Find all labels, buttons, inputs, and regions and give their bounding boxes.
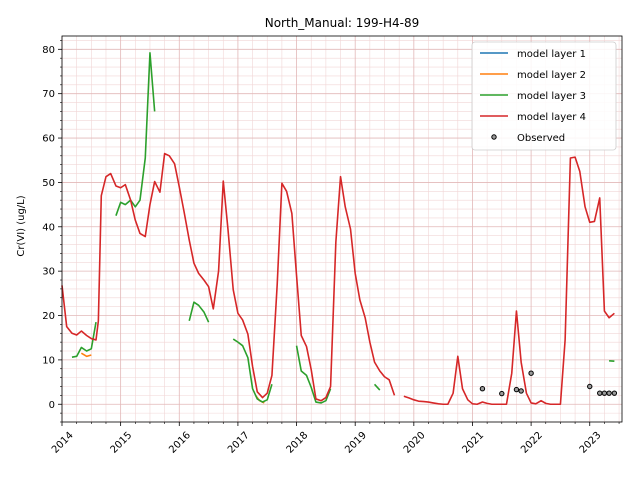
y-tick-label: 30 bbox=[42, 267, 55, 278]
series-line-layer-4 bbox=[61, 152, 396, 402]
legend-label: Observed bbox=[517, 133, 565, 144]
observed-point bbox=[513, 386, 520, 393]
y-tick-label: 80 bbox=[42, 45, 55, 56]
series-line-layer-2 bbox=[80, 352, 92, 358]
series-line-layer-3 bbox=[115, 52, 156, 216]
legend-marker-observed bbox=[491, 134, 497, 140]
series-line-layer-4 bbox=[403, 156, 615, 406]
observed-point bbox=[499, 390, 505, 397]
observed-point bbox=[601, 390, 608, 396]
y-tick-label: 20 bbox=[42, 311, 55, 322]
legend-label: model layer 1 bbox=[517, 49, 586, 60]
legend: model layer 1 model layer 2 model layer 3 m… bbox=[471, 41, 617, 151]
observed-point bbox=[587, 383, 593, 390]
observed-point bbox=[479, 386, 486, 392]
series-line-layer-3 bbox=[232, 338, 273, 403]
legend-box bbox=[471, 41, 617, 151]
legend-label: model layer 2 bbox=[517, 70, 586, 81]
y-tick-label: 50 bbox=[42, 178, 55, 189]
plot-area: 2014 2015 2016 2017 2018 2019 2020 2021 2022 2023… bbox=[42, 35, 623, 456]
y-tick-label: 0 bbox=[49, 400, 55, 411]
series-line-layer-3 bbox=[71, 322, 97, 359]
observed-point bbox=[597, 390, 603, 396]
y-axis-label: Cr(VI) (ug/L) bbox=[16, 195, 27, 256]
y-tick-label: 40 bbox=[42, 222, 55, 233]
series-line-layer-3 bbox=[295, 345, 332, 404]
y-tick-label: 10 bbox=[42, 355, 55, 366]
series-line-layer-3 bbox=[188, 301, 210, 323]
y-tick-label: 60 bbox=[42, 134, 55, 145]
observed-point bbox=[611, 390, 618, 396]
legend-label: model layer 3 bbox=[517, 91, 586, 102]
observed-point bbox=[518, 388, 524, 394]
observed-point bbox=[606, 390, 612, 396]
axes-frame bbox=[61, 35, 623, 423]
series-line-layer-3 bbox=[373, 383, 381, 391]
legend-label: model layer 4 bbox=[517, 112, 586, 123]
observed-point bbox=[528, 370, 534, 376]
y-tick-label: 70 bbox=[42, 89, 55, 100]
chart-title: North_Manual: 199-H4-89 bbox=[265, 16, 420, 30]
